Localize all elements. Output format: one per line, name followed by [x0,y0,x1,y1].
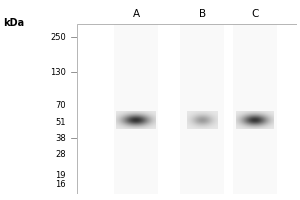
Text: 28: 28 [56,150,66,159]
Text: B: B [199,9,206,19]
Text: A: A [133,9,140,19]
Text: 16: 16 [56,180,66,189]
Text: 130: 130 [50,68,66,77]
Bar [180,24,224,194]
Bar [114,24,158,194]
Text: 38: 38 [55,134,66,143]
Text: C: C [251,9,259,19]
Bar [233,24,277,194]
Text: 51: 51 [56,118,66,127]
Text: 250: 250 [50,33,66,42]
Text: 19: 19 [56,171,66,180]
Text: 70: 70 [56,101,66,110]
Text: kDa: kDa [3,18,24,28]
